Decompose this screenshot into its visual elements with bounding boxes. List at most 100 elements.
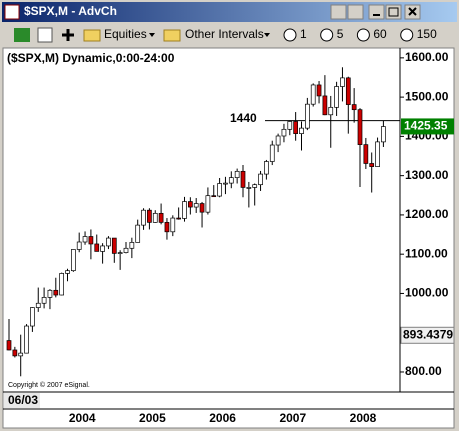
candle-body: [217, 183, 222, 197]
candle-body: [340, 77, 345, 87]
candle-body: [152, 212, 158, 223]
window-buttons[interactable]: [330, 4, 421, 20]
candle-body: [88, 236, 94, 245]
candle-body: [164, 222, 170, 233]
y-tick-label: 1300.00: [405, 168, 449, 182]
horizontal-line-label: 1440: [230, 111, 257, 125]
toolbar: Equities Other Intervals: [14, 27, 270, 43]
candle-body: [65, 270, 70, 274]
candle-body: [305, 103, 310, 129]
interval-icon: [283, 28, 297, 42]
candle-body: [223, 182, 228, 185]
cursor-date: 06/03: [8, 393, 38, 407]
candle-body: [176, 217, 181, 220]
y-tick-label: 1000.00: [405, 286, 449, 300]
interval-button[interactable]: 1: [300, 27, 307, 41]
candle-body: [117, 252, 123, 254]
candle-body: [30, 307, 35, 327]
y-tick-label: 1600.00: [405, 50, 449, 64]
maximize-icon: [388, 7, 399, 17]
y-tick-label: 1100.00: [405, 246, 448, 260]
candle-body: [322, 95, 328, 116]
candle-body: [199, 203, 205, 213]
candle-body: [35, 302, 41, 308]
equities-menu[interactable]: Equities: [104, 27, 147, 41]
candle-body: [345, 77, 351, 105]
intervals-menu[interactable]: Other Intervals: [185, 27, 264, 41]
candle-body: [287, 121, 293, 130]
folder-icon[interactable]: [163, 29, 181, 42]
candle-body: [135, 224, 141, 243]
y-tick-label: 1500.00: [405, 89, 449, 103]
candle-body: [158, 212, 164, 223]
app-icon: [4, 4, 20, 20]
interval-button[interactable]: 150: [417, 27, 437, 41]
candle-body: [369, 163, 375, 167]
candle-body: [293, 121, 298, 134]
candle-body: [59, 273, 65, 296]
candle-body: [258, 173, 263, 186]
interval-button[interactable]: 5: [337, 27, 344, 41]
candle-body: [53, 289, 59, 296]
last-price-box: [401, 118, 454, 135]
chart-title: ($SPX,M) Dynamic,0:00-24:00: [7, 51, 175, 65]
candle-body: [264, 161, 269, 175]
candle-body: [82, 236, 88, 243]
candle-body: [252, 184, 258, 188]
folder-icon[interactable]: [83, 29, 101, 42]
candle-body: [41, 297, 47, 304]
candle-body: [328, 106, 334, 116]
candle-body: [47, 289, 53, 298]
candle-body: [129, 242, 135, 249]
interval-icon: [356, 28, 370, 42]
candle-body: [123, 247, 129, 253]
candle-body: [281, 128, 287, 137]
candle-body: [375, 141, 380, 167]
candle-body: [94, 243, 100, 252]
last-price-label: 1425.35: [404, 119, 448, 133]
candle-body: [24, 325, 29, 354]
candle-body: [111, 237, 117, 254]
dropdown-arrow: [149, 33, 155, 37]
candle-body: [205, 195, 211, 213]
candle-body: [357, 109, 363, 145]
copyright: Copyright © 2007 eSignal.: [8, 381, 90, 389]
close-icon: [408, 7, 417, 16]
maximize-button[interactable]: [385, 4, 402, 20]
x-tick-label: 2004: [69, 411, 96, 425]
cursor-price-label: 893.4379: [403, 327, 453, 341]
x-tick-label: 2005: [139, 411, 166, 425]
interval-icon: [400, 28, 414, 42]
candle-body: [234, 170, 240, 178]
interval-button[interactable]: 60: [373, 27, 387, 41]
y-tick-label: 1200.00: [405, 207, 449, 221]
candle-body: [141, 209, 146, 226]
y-tick-label: 800.00: [405, 364, 442, 378]
candle-body: [193, 203, 199, 208]
candle-body: [299, 127, 304, 134]
pin-button[interactable]: [330, 4, 347, 20]
candle-body: [182, 201, 187, 219]
window-title: $SPX,M - AdvCh: [24, 4, 117, 18]
dropdown-arrow: [264, 33, 270, 37]
minimize-button[interactable]: [368, 4, 385, 20]
candle-body: [18, 352, 24, 357]
candle-body: [381, 126, 386, 143]
candle-body: [106, 237, 111, 247]
candle-body: [316, 84, 322, 97]
cursor-date-box: [4, 393, 40, 408]
x-tick-label: 2006: [209, 411, 236, 425]
interval-icon: [320, 28, 334, 42]
candle-body: [228, 177, 234, 184]
candle-body: [334, 86, 339, 108]
link-button[interactable]: [347, 4, 364, 20]
candle-body: [240, 170, 246, 188]
properties-tool[interactable]: [37, 27, 53, 43]
candle-body: [246, 187, 252, 189]
link-tool[interactable]: [14, 28, 30, 42]
candle-body: [310, 84, 316, 105]
candle-body: [351, 104, 357, 111]
candle-body: [6, 340, 12, 351]
add-tool[interactable]: [62, 29, 74, 41]
